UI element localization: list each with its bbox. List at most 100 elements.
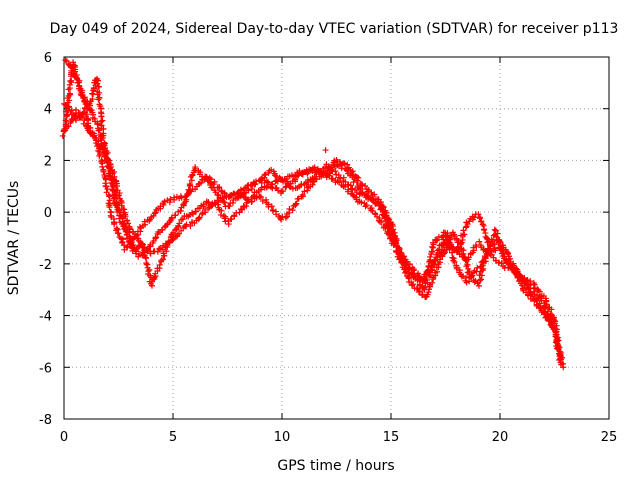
data-point — [485, 238, 492, 245]
data-point — [109, 170, 116, 177]
data-point — [176, 220, 183, 227]
grid-lines — [64, 57, 609, 419]
data-point — [298, 182, 305, 189]
data-point — [378, 218, 385, 225]
data-point — [311, 166, 318, 173]
data-point — [245, 186, 252, 193]
data-point — [413, 285, 420, 292]
data-point — [114, 182, 121, 189]
data-point — [479, 221, 486, 228]
data-point — [68, 116, 75, 123]
x-tick-label-20: 20 — [492, 430, 509, 445]
data-point — [237, 192, 244, 199]
data-point — [200, 201, 207, 208]
data-point — [135, 253, 142, 260]
data-point — [62, 117, 69, 124]
data-point — [278, 216, 285, 223]
data-point — [204, 177, 211, 184]
data-point — [250, 193, 257, 200]
data-point — [425, 269, 432, 276]
data-point — [261, 172, 268, 179]
axis-ticks — [63, 56, 610, 420]
data-point — [357, 185, 364, 192]
data-point — [212, 200, 219, 207]
data-point — [163, 248, 170, 255]
data-point — [422, 284, 429, 291]
data-point — [379, 204, 386, 211]
data-point — [146, 266, 153, 273]
data-point — [543, 301, 550, 308]
data-point — [420, 285, 427, 292]
y-tick-label-minus-2: -2 — [39, 258, 52, 273]
data-point — [390, 232, 397, 239]
data-point — [259, 198, 266, 205]
data-point — [215, 184, 222, 191]
data-point — [500, 250, 507, 257]
data-point — [154, 248, 161, 255]
y-tick-label-2: 2 — [44, 154, 52, 169]
data-point — [343, 167, 350, 174]
data-point — [179, 216, 186, 223]
data-point — [166, 239, 173, 246]
data-point — [262, 171, 269, 178]
data-point — [385, 225, 392, 232]
data-point — [362, 183, 369, 190]
data-point — [507, 262, 514, 269]
data-point — [471, 214, 478, 221]
data-point — [65, 103, 72, 110]
data-point — [104, 186, 111, 193]
data-point — [515, 271, 522, 278]
data-point — [344, 188, 351, 195]
data-point — [156, 245, 163, 252]
data-point — [402, 269, 409, 276]
x-tick-labels: 0 5 10 15 20 25 — [60, 430, 617, 445]
data-point — [160, 201, 167, 208]
data-point — [477, 277, 484, 284]
data-point — [368, 207, 375, 214]
x-tick-label-5: 5 — [169, 430, 177, 445]
data-point — [474, 280, 481, 287]
data-points — [59, 57, 567, 371]
data-point — [62, 57, 69, 64]
data-point — [115, 192, 122, 199]
data-point — [427, 253, 434, 260]
data-point — [547, 315, 554, 322]
data-point — [328, 166, 335, 173]
data-point — [461, 254, 468, 261]
data-point — [114, 201, 121, 208]
data-point — [326, 170, 333, 177]
data-point — [205, 205, 212, 212]
data-point — [469, 272, 476, 279]
data-point — [183, 221, 190, 228]
y-tick-label-4: 4 — [44, 103, 52, 118]
data-point — [349, 185, 356, 192]
data-point — [89, 90, 96, 97]
y-axis-label: SDTVAR / TECUs — [6, 181, 22, 296]
data-point — [251, 181, 258, 188]
data-point — [401, 264, 408, 271]
data-point — [100, 168, 107, 175]
data-point — [450, 257, 457, 264]
data-point — [292, 176, 299, 183]
data-point — [553, 326, 560, 333]
data-point — [473, 268, 480, 275]
data-point — [558, 356, 565, 363]
data-point — [538, 293, 545, 300]
data-point — [463, 219, 470, 226]
data-point — [108, 163, 115, 170]
data-point — [59, 132, 66, 139]
data-point — [312, 169, 319, 176]
data-point — [365, 186, 372, 193]
data-point — [474, 264, 481, 271]
data-point — [560, 364, 567, 371]
data-point — [448, 249, 455, 256]
data-point — [74, 79, 81, 86]
data-point — [437, 256, 444, 263]
data-point — [322, 147, 329, 154]
data-point — [211, 181, 218, 188]
data-point — [282, 214, 289, 221]
data-point — [477, 215, 484, 222]
data-point — [122, 213, 129, 220]
data-point — [118, 202, 125, 209]
